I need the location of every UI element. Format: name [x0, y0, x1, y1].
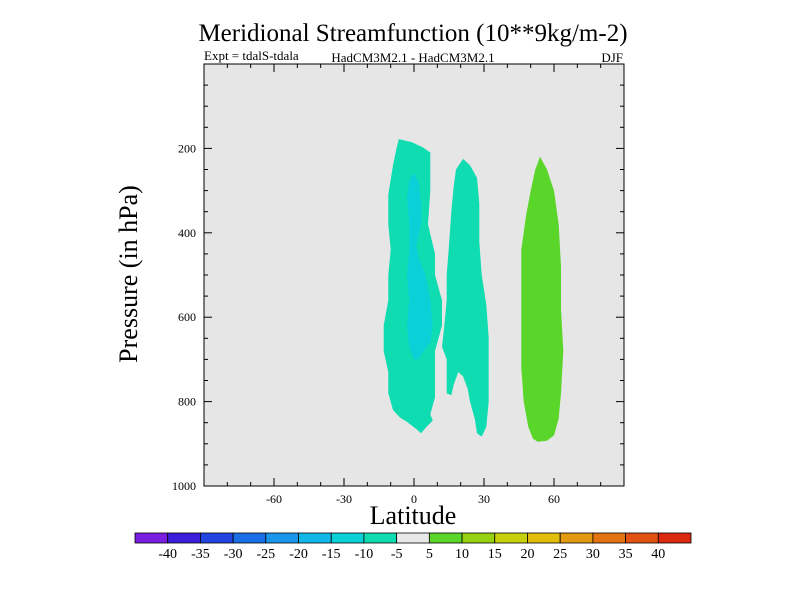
colorbar-label: -25: [256, 547, 275, 562]
colorbar-label: -15: [322, 547, 341, 562]
colorbar-swatch: [625, 532, 659, 544]
y-tick-label: 800: [178, 395, 196, 409]
colorbar-label: 30: [586, 547, 600, 562]
colorbar-swatch: [461, 532, 496, 544]
colorbar-label: 20: [520, 547, 534, 562]
colorbar-label: 10: [455, 547, 469, 562]
colorbar-swatch: [298, 532, 332, 544]
x-tick-label: 30: [478, 492, 490, 506]
subtitle-experiment: Expt = tdalS-tdala: [204, 48, 299, 63]
plot-area: -60 -30 0 30 60 200 400 600 800 1000: [172, 63, 625, 506]
colorbar-swatch: [396, 532, 430, 544]
contour-region-2: [442, 158, 489, 437]
colorbar-swatch: [330, 532, 365, 544]
chart-title: Meridional Streamfunction (10**9kg/m-2): [198, 20, 627, 47]
contour-regions: [383, 139, 564, 442]
colorbar-swatch: [265, 532, 299, 544]
colorbar-swatch: [363, 532, 398, 544]
axis-ticks: -60 -30 0 30 60 200 400 600 800 1000: [172, 64, 624, 506]
y-tick-label: 600: [178, 310, 196, 324]
y-tick-label: 1000: [172, 479, 196, 493]
colorbar-label: -40: [158, 547, 177, 562]
y-tick-label: 400: [178, 226, 196, 240]
contour-region-1: [388, 359, 396, 385]
colorbar-swatch: [200, 532, 234, 544]
colorbar-swatch: [134, 532, 169, 544]
contour-region-4: [521, 156, 564, 442]
colorbar-label: -20: [289, 547, 308, 562]
colorbar-label: -10: [355, 547, 374, 562]
colorbar-swatch: [527, 532, 561, 544]
colorbar-swatch: [559, 532, 594, 544]
colorbar: -40 -35 -30 -25 -20 -15 -10 -5 5 10 15 20 25 30 35 40: [134, 532, 692, 562]
colorbar-label: -5: [391, 547, 403, 562]
colorbar-swatch: [167, 532, 201, 544]
colorbar-label: 40: [651, 547, 665, 562]
colorbar-swatch: [428, 532, 463, 544]
colorbar-swatch: [657, 532, 692, 544]
y-tick-label: 200: [178, 141, 196, 155]
colorbar-swatch: [592, 532, 626, 544]
colorbar-label: 25: [553, 547, 567, 562]
x-tick-label: -60: [266, 492, 282, 506]
x-tick-label: -30: [336, 492, 352, 506]
colorbar-label: 5: [426, 547, 433, 562]
colorbar-swatch: [494, 532, 528, 544]
colorbar-label: 15: [488, 547, 502, 562]
subtitle-models: HadCM3M2.1 - HadCM3M2.1: [331, 50, 494, 65]
y-axis-label: Pressure (in hPa): [114, 185, 143, 363]
colorbar-label: -30: [224, 547, 243, 562]
subtitle-season: DJF: [601, 50, 623, 65]
colorbar-swatch: [232, 532, 267, 544]
colorbar-label: -35: [191, 547, 210, 562]
contour-region-3: [407, 172, 433, 360]
x-axis-label: Latitude: [370, 501, 457, 530]
x-tick-label: 0: [411, 492, 417, 506]
x-tick-label: 60: [548, 492, 560, 506]
colorbar-label: 35: [619, 547, 633, 562]
